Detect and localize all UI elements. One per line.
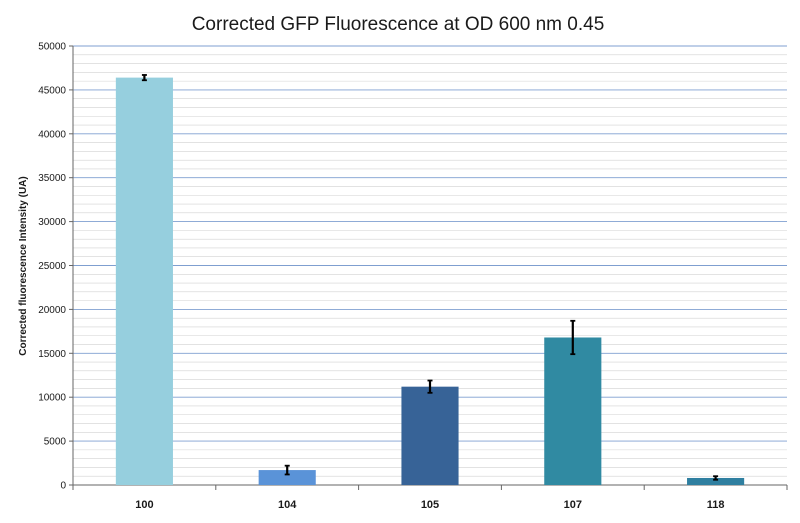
x-tick-label-104: 104: [278, 499, 297, 511]
y-tick-label: 10000: [38, 393, 66, 404]
y-tick-label: 40000: [38, 129, 66, 140]
x-tick-label-107: 107: [564, 499, 582, 511]
y-tick-label: 5000: [44, 437, 67, 448]
bar-104: [258, 470, 316, 485]
bar-105: [401, 386, 459, 485]
x-tick-label-100: 100: [135, 499, 153, 511]
chart-title: Corrected GFP Fluorescence at OD 600 nm …: [192, 14, 605, 35]
bar-118: [687, 477, 745, 485]
x-tick-label-105: 105: [421, 499, 439, 511]
y-axis-label: Corrected fluorescence Intensity (UA): [18, 176, 29, 356]
y-tick-label: 25000: [38, 261, 66, 272]
y-tick-label: 30000: [38, 217, 66, 228]
bar-107: [544, 337, 602, 485]
y-tick-label: 15000: [38, 349, 66, 360]
y-tick-label: 20000: [38, 305, 66, 316]
bar-100: [115, 77, 173, 485]
y-tick-label: 45000: [38, 85, 66, 96]
y-tick-labels: 0 5000 10000 15000 20000 25000 30000 35000 40000…: [38, 42, 66, 492]
bars: [115, 77, 745, 485]
y-tick-label: 0: [60, 481, 66, 492]
y-tick-label: 50000: [38, 42, 66, 53]
error-bars: [141, 74, 719, 481]
x-tick-labels: 100 104 105 107 118: [135, 499, 724, 511]
x-tick-label-118: 118: [707, 499, 725, 511]
grid: [73, 45, 787, 486]
y-tick-label: 35000: [38, 173, 66, 184]
